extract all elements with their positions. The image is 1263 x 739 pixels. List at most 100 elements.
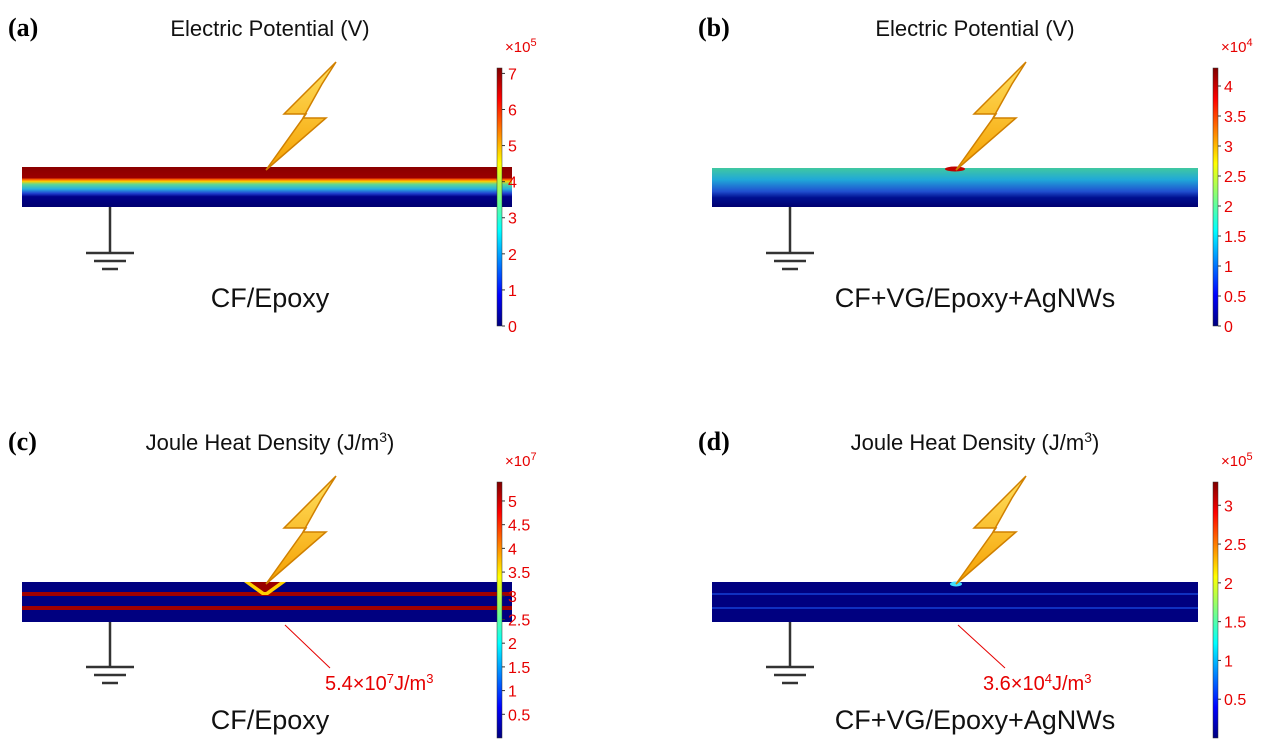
ground <box>86 622 134 683</box>
text-part: Joule Heat Density (J/m <box>146 430 380 455</box>
colorbar-tick-label: 4.5 <box>508 518 530 535</box>
panel-b: (b) Electric Potential (V) CF+VG/Epoxy+AgN… <box>698 13 1253 336</box>
text-part: Electric Potential (V) <box>875 16 1074 41</box>
exponent: 7 <box>530 451 536 463</box>
superscript: 3 <box>426 671 433 686</box>
lightning <box>956 62 1026 170</box>
strip <box>22 167 512 207</box>
panel-label: (d) <box>698 427 730 456</box>
colorbar-tick-label: 3.5 <box>1224 109 1246 126</box>
panel-a: (a)Electric Potential (V)CF/Epoxy×105012… <box>8 13 537 336</box>
annotation: 3.6×104J/m3 <box>983 671 1091 696</box>
colorbar-tick-label: 4 <box>508 541 517 558</box>
colorbar-tick-label: 1 <box>508 283 517 300</box>
strip <box>712 168 1198 207</box>
colorbar-tick-label: 0.5 <box>1224 692 1246 709</box>
text-part: J/m <box>394 673 426 695</box>
colorbar-tick-label: 5 <box>508 139 517 156</box>
text-part: ) <box>387 430 394 455</box>
colorbar-tick-label: 2 <box>508 636 517 653</box>
panel-title: Electric Potential (V) <box>875 16 1074 41</box>
superscript: 3 <box>1084 429 1092 445</box>
lightning <box>266 476 336 584</box>
colorbar-tick-label: 3 <box>1224 498 1233 515</box>
text-part: Electric Potential (V) <box>170 16 369 41</box>
colorbar-tick-label: 4 <box>508 175 517 192</box>
panel-label: (c) <box>8 427 37 456</box>
colorbar-tick-label: 2.5 <box>1224 169 1246 186</box>
exponent: 5 <box>1246 451 1252 463</box>
superscript: 4 <box>1045 671 1052 686</box>
panel-title: Joule Heat Density (J/m3) <box>851 429 1100 455</box>
colorbar-tick-label: 2 <box>1224 576 1233 593</box>
colorbar-tick-label: 0.5 <box>508 707 530 724</box>
exponent-base: ×10 <box>1221 39 1246 56</box>
figure: (a)Electric Potential (V)CF/Epoxy×105012… <box>0 0 1263 739</box>
colorbar-tick-label: 3 <box>508 589 517 606</box>
strip <box>712 582 1198 622</box>
exponent: 4 <box>1246 37 1252 49</box>
colorbar <box>1213 482 1218 738</box>
colorbar-tick-label: 1 <box>508 684 517 701</box>
colorbar-exponent: ×105 <box>505 37 537 56</box>
colorbar-exponent: ×104 <box>1221 37 1253 56</box>
leader-line <box>958 625 1005 668</box>
colorbar-tick-label: 3 <box>1224 139 1233 156</box>
colorbar-tick-label: 3.5 <box>508 565 530 582</box>
panel-c: (c)Joule Heat Density (J/m3)CF/Epoxy5.4×… <box>8 427 537 738</box>
colorbar-tick-label: 6 <box>508 102 517 119</box>
text-part: 3.6×10 <box>983 673 1045 695</box>
colorbar-tick-label: 1 <box>1224 259 1233 276</box>
lightning <box>266 62 336 170</box>
exponent-base: ×10 <box>505 453 530 470</box>
colorbar-tick-label: 1.5 <box>1224 615 1246 632</box>
colorbar-tick-label: 7 <box>508 66 517 83</box>
text-part: ) <box>1092 430 1099 455</box>
colorbar-tick-label: 2.5 <box>1224 537 1246 554</box>
colorbar-tick-label: 1.5 <box>508 660 530 677</box>
colorbar-tick-label: 1 <box>1224 653 1233 670</box>
colorbar-tick-label: 3 <box>508 211 517 228</box>
layer <box>22 606 512 610</box>
superscript: 3 <box>1084 671 1091 686</box>
text-part: 5.4×10 <box>325 673 387 695</box>
colorbar-tick-label: 4 <box>1224 79 1233 96</box>
colorbar-tick-label: 5 <box>508 494 517 511</box>
colorbar-exponent: ×105 <box>1221 451 1253 470</box>
colorbar-tick-label: 2.5 <box>508 612 530 629</box>
panel-title: Joule Heat Density (J/m3) <box>146 429 395 455</box>
colorbar-exponent: ×107 <box>505 451 537 470</box>
colorbar-tick-label: 0.5 <box>1224 289 1246 306</box>
leader-line <box>285 625 330 668</box>
panel-label: (a) <box>8 13 38 42</box>
exponent: 5 <box>530 37 536 49</box>
superscript: 7 <box>387 671 394 686</box>
lightning <box>956 476 1026 584</box>
colorbar-tick-label: 2 <box>1224 199 1233 216</box>
layer <box>712 607 1198 609</box>
superscript: 3 <box>379 429 387 445</box>
colorbar <box>497 68 502 326</box>
ground <box>766 207 814 269</box>
panel-label: (b) <box>698 13 730 42</box>
annotation: 5.4×107J/m3 <box>325 671 433 696</box>
ground <box>86 207 134 269</box>
ground <box>766 622 814 683</box>
exponent-base: ×10 <box>505 39 530 56</box>
hotspot <box>945 167 965 172</box>
colorbar-tick-label: 0 <box>1224 319 1233 336</box>
text-part: J/m <box>1052 673 1084 695</box>
colorbar-tick-label: 0 <box>508 319 517 336</box>
exponent-base: ×10 <box>1221 453 1246 470</box>
material-label: CF/Epoxy <box>211 283 330 313</box>
material-label: CF+VG/Epoxy+AgNWs <box>835 705 1116 735</box>
panel-title: Electric Potential (V) <box>170 16 369 41</box>
material-label: CF+VG/Epoxy+AgNWs <box>835 283 1116 313</box>
layer <box>712 593 1198 595</box>
colorbar-tick-label: 1.5 <box>1224 229 1246 246</box>
colorbar-tick-label: 2 <box>508 247 517 264</box>
colorbar <box>1213 68 1218 326</box>
panel-d: (d) Joule Heat Density (J/m3) CF+VG/Epoxy+… <box>698 427 1253 738</box>
colorbar <box>497 482 502 738</box>
material-label: CF/Epoxy <box>211 705 330 735</box>
